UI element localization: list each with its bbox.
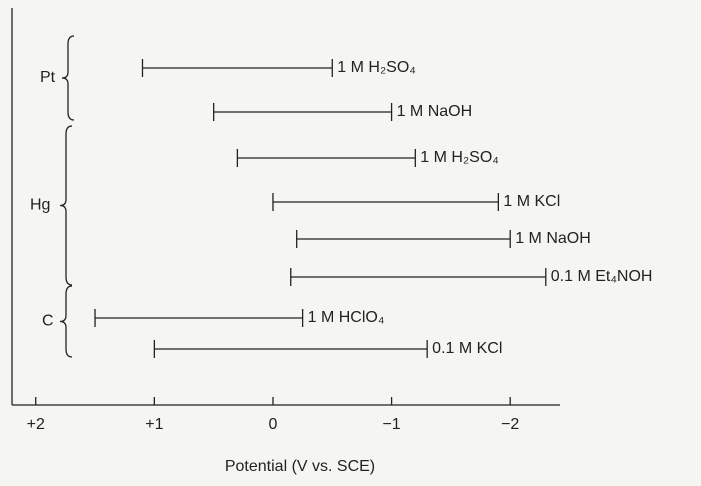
range-bar <box>296 230 511 248</box>
bar-label: 0.1 M Et₄NOH <box>551 268 653 285</box>
bar-label: 1 M NaOH <box>515 230 591 247</box>
bar-label: 1 M H₂SO₄ <box>420 149 499 166</box>
range-bar <box>153 340 428 358</box>
range-bar <box>272 193 499 211</box>
x-tick-label: 0 <box>269 416 278 433</box>
range-bar <box>236 149 416 167</box>
range-bar <box>213 103 393 121</box>
group-brace <box>59 285 73 358</box>
bar-label: 1 M HClO₄ <box>308 309 385 326</box>
group-label: Pt <box>40 69 56 86</box>
x-tick-label: −1 <box>382 416 400 433</box>
group-label: Hg <box>30 197 50 214</box>
bar-label: 1 M H₂SO₄ <box>337 59 416 76</box>
bar-label: 0.1 M KCl <box>432 340 502 357</box>
x-tick-label: +1 <box>145 416 163 433</box>
range-bar <box>141 59 333 77</box>
x-tick-label: +2 <box>27 416 45 433</box>
bar-label: 1 M NaOH <box>397 103 473 120</box>
range-bar <box>94 309 304 327</box>
group-label: C <box>42 313 54 330</box>
group-brace <box>59 125 73 286</box>
range-bar <box>290 268 547 286</box>
group-brace <box>61 35 75 121</box>
x-tick-label: −2 <box>501 416 519 433</box>
bar-label: 1 M KCl <box>503 193 560 210</box>
x-axis-title: Potential (V vs. SCE) <box>225 458 375 475</box>
